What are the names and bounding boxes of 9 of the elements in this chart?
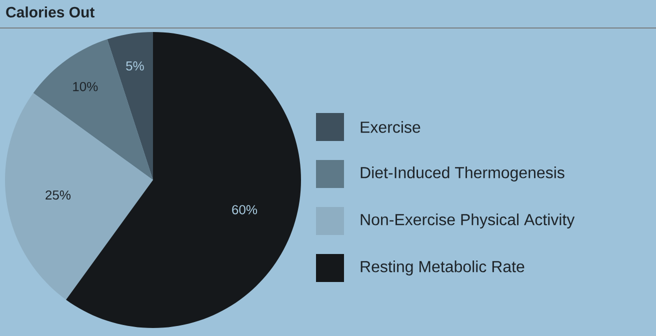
data-label: 10% [73, 82, 98, 92]
chart-title: Calories Out [6, 6, 95, 18]
legend-label: Diet-Induced Thermogenesis [360, 166, 564, 182]
data-label: 25% [46, 190, 71, 200]
legend-label: Resting Metabolic Rate [360, 260, 524, 276]
legend-label: Exercise [360, 121, 420, 133]
data-label: 60% [232, 205, 258, 214]
legend-label: Non-Exercise Physical Activity [360, 214, 575, 228]
data-label: 5% [126, 61, 144, 71]
